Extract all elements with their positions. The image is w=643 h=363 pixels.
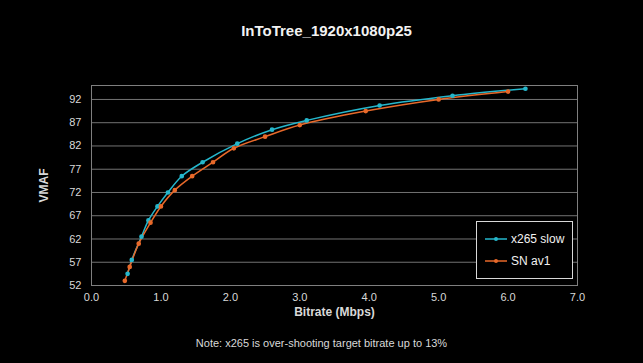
svg-text:2.0: 2.0: [223, 291, 238, 303]
svg-text:7.0: 7.0: [570, 291, 585, 303]
svg-text:5.0: 5.0: [431, 291, 446, 303]
html-text:Note: x265 is over-shooting ta: Note: x265 is over-shooting target bitra…: [195, 337, 448, 349]
svg-text:92: 92: [69, 93, 81, 105]
svg-text:87: 87: [69, 116, 81, 128]
svg-text:Bitrate (Mbps): Bitrate (Mbps): [294, 305, 375, 319]
svg-text:77: 77: [69, 163, 81, 175]
svg-text:0.0: 0.0: [84, 291, 99, 303]
svg-text:6.0: 6.0: [500, 291, 515, 303]
html-text:SN av1: SN av1: [511, 254, 551, 268]
html-text:InToTree_1920x1080p25: InToTree_1920x1080p25: [241, 22, 412, 39]
svg-text:3.0: 3.0: [292, 291, 307, 303]
svg-text:VMAF: VMAF: [37, 169, 51, 203]
svg-text:82: 82: [69, 139, 81, 151]
svg-text:4.0: 4.0: [362, 291, 377, 303]
svg-text:62: 62: [69, 233, 81, 245]
svg-text:72: 72: [69, 186, 81, 198]
svg-text:52: 52: [69, 279, 81, 291]
svg-text:57: 57: [69, 256, 81, 268]
svg-text:67: 67: [69, 209, 81, 221]
svg-text:1.0: 1.0: [153, 291, 168, 303]
html-text:x265 slow: x265 slow: [511, 232, 565, 246]
